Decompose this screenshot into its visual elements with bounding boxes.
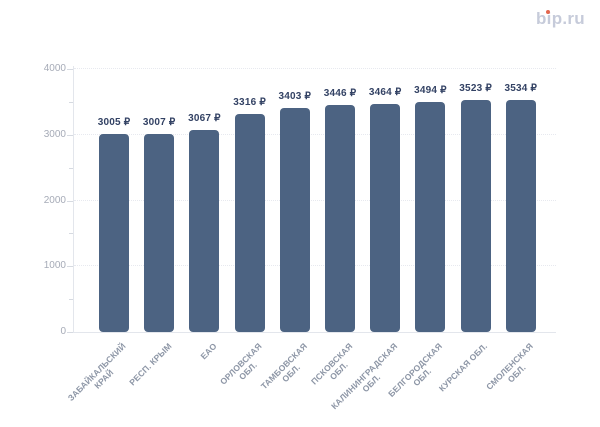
bar[interactable] (370, 104, 401, 332)
y-tick (67, 266, 73, 268)
y-tick (67, 134, 73, 136)
bar[interactable] (279, 108, 310, 332)
y-tick (67, 332, 73, 333)
bar-value-label: 3403 ₽ (278, 91, 312, 103)
y-tick-label: 2000 (43, 194, 66, 206)
y-tick (67, 200, 73, 202)
x-axis-label: ТАМБОВСКАЯ ОБЛ. (258, 341, 309, 392)
y-tick-label: 4000 (43, 63, 66, 74)
x-axis-label: РЕСП. КРЫМ (126, 341, 174, 388)
bar[interactable] (234, 113, 265, 332)
grid-line (74, 199, 556, 201)
bar[interactable] (415, 102, 446, 332)
x-axis-label: ЕАО (198, 341, 219, 362)
bar-value-label: 3007 ₽ (142, 117, 176, 129)
logo-letter-i-with-orange-dot-icon: i (546, 9, 552, 28)
bar-value-label: 3534 ₽ (504, 82, 538, 94)
x-axis-line (73, 332, 556, 333)
bar-value-label: 3464 ₽ (368, 87, 402, 99)
y-axis-line (73, 66, 74, 332)
bar[interactable] (325, 105, 355, 332)
y-tick-minor (69, 167, 73, 169)
y-tick-minor (69, 101, 73, 103)
bar[interactable] (189, 130, 220, 332)
grid-line (74, 68, 556, 69)
logo-text-b: b (535, 9, 547, 28)
logo-text-pru: p.ru (551, 9, 585, 28)
bar-value-label: 3005 ₽ (97, 117, 131, 129)
bar[interactable] (144, 134, 175, 332)
bar-value-label: 3523 ₽ (459, 83, 492, 95)
bar[interactable] (505, 99, 536, 332)
bar-value-label: 3446 ₽ (323, 88, 357, 100)
bar-value-label: 3494 ₽ (414, 85, 447, 97)
y-tick-minor (69, 299, 73, 301)
y-tick-label: 0 (60, 326, 66, 337)
bar-value-label: 3316 ₽ (233, 96, 266, 108)
y-tick-label: 1000 (43, 260, 66, 272)
x-axis-label: СМОЛЕНСКАЯ ОБЛ. (484, 341, 535, 392)
bar[interactable] (99, 134, 129, 332)
y-tick-minor (69, 233, 73, 235)
bar[interactable] (460, 100, 491, 332)
y-tick (67, 69, 73, 70)
bip-logo[interactable]: bip.ru (536, 9, 585, 29)
y-tick-label: 3000 (43, 128, 66, 140)
grid-line (74, 133, 556, 135)
grid-line (74, 265, 556, 267)
x-axis-label: ЗАБАЙКАЛЬСКИЙ КРАЙ (66, 341, 129, 403)
bar-value-label: 3067 ₽ (188, 113, 221, 125)
